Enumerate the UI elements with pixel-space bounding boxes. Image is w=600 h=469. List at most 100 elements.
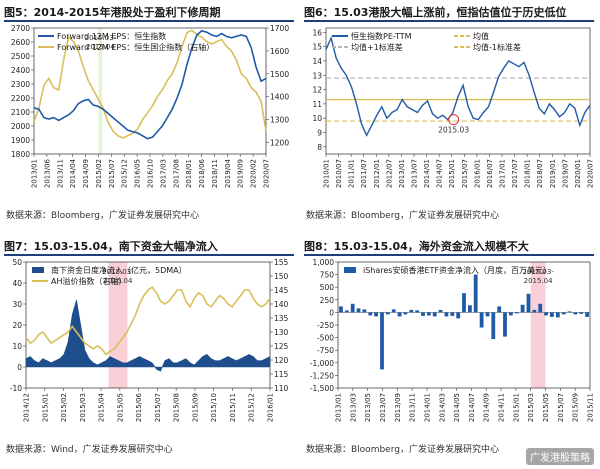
x-tick-label: 2014/07 [468,393,476,422]
bar [514,312,519,314]
x-tick-label: 2014/05 [453,393,461,422]
y-tick-label: -1,250 [310,371,334,380]
x-tick-label: 2014/09 [82,159,90,188]
x-tick-label: 2015/07 [557,393,565,422]
x-tick-label: 2011/01 [348,159,356,188]
x-tick-label: 2019/04 [224,158,232,188]
plot-frame [325,27,591,155]
y-right-tick-label: 150 [274,272,289,281]
bar [403,312,408,315]
x-tick-label: 2015/01 [448,159,456,188]
y-right-tick-label: 1700 [270,24,289,33]
bar [380,312,384,370]
y-tick-label: 2300 [11,80,30,89]
highlight-band [98,28,103,154]
x-tick-label: 2020/07 [587,159,595,188]
highlight-label: 2015.04 [103,277,132,285]
x-tick-label: 2020/02 [250,159,258,188]
highlight-band [108,262,128,388]
bar [503,312,507,337]
x-tick-label: 2013/01 [335,393,343,422]
y-tick-label: 500 [320,283,335,292]
y-tick-label: -250 [317,321,334,330]
bar [491,312,496,340]
bar [561,312,566,315]
bar [385,312,390,315]
bar [432,312,437,317]
y-tick-label: -500 [317,334,334,343]
x-tick-label: 2014/03 [438,393,446,422]
y-tick-label: 11 [312,100,322,109]
y-tick-label: 750 [320,271,335,280]
y-tick-label: 10 [312,114,322,123]
x-tick-label: 2017/03 [159,159,167,188]
x-tick-label: 2016/01 [473,159,481,188]
x-tick-label: 2015/11 [587,393,595,422]
x-tick-label: 2016/10 [147,159,155,188]
series-line-hscei [33,29,267,139]
series-line-pe [325,35,591,138]
bar [555,312,560,318]
y-tick-label: 250 [320,296,335,305]
bar [538,303,543,313]
chart-panel-southbound: 图7：15.03-15.04，南下资金大幅净流入 2015.03- 2015.04… [0,234,300,468]
bar [350,303,355,313]
bar [391,309,396,313]
x-tick-label: 2015/08 [173,393,181,422]
bar [473,274,478,313]
x-tick-label: 2014/09 [483,393,491,422]
x-tick-label: 2014/07 [436,159,444,188]
y-tick-label: 1800 [11,150,30,159]
y-right-tick-label: 120 [274,356,289,365]
y-right-tick-label: 1400 [270,93,289,102]
y-tick-label: 2400 [11,66,30,75]
x-tick-label: 2014/01 [423,159,431,188]
highlight-label: 2015.03- [102,268,134,276]
legend-entry: 恒生指数PE-TTM [351,31,412,41]
legend-swatch [32,267,44,273]
x-tick-label: 2018/07 [536,159,544,188]
x-tick-label: 2013/05 [364,393,372,422]
chart-title: 图5：2014-2015年港股处于盈利下修周期 [4,4,294,22]
y-tick-label: 30 [12,300,22,309]
x-tick-label: 2015/07 [154,393,162,422]
x-tick-label: 2014/11 [498,393,506,422]
x-tick-label: 2018/11 [211,159,219,188]
bar [509,312,513,316]
bar [544,312,548,316]
x-tick-label: 2016/07 [486,159,494,188]
x-tick-label: 2013/11 [409,393,417,422]
bar [344,310,349,313]
x-tick-label: 2013/03 [349,393,357,422]
bar [579,312,584,314]
highlight-band [530,262,546,388]
x-tick-label: 2015/03 [79,393,87,422]
y-tick-label: 16 [312,28,322,37]
watermark: 广发港股策略 [526,448,594,465]
x-tick-label: 2019/01 [549,159,557,188]
x-tick-label: 2014/12 [23,393,31,422]
x-tick-label: 2013/07 [411,159,419,188]
x-tick-label: 2013/07 [379,393,387,422]
x-tick-label: 2019/09 [237,159,245,188]
bar [450,312,455,316]
chart-panel-pe: 图6：15.03港股大幅上涨前，恒指估值位于历史低位 8 9 10 11 12 13 14 1… [300,0,600,234]
series-area-southbound [25,299,271,372]
series-line-ah-premium [25,286,271,356]
legend-entry: AH溢价指数（右轴） [51,276,127,286]
legend-entry: iShares安硕香港ETF资金净流入（月度，百万美元） [363,265,551,275]
bar [479,312,484,328]
chart-source: 数据来源：Bloomberg，广发证券发展研究中心 [306,445,499,455]
y-right-tick-label: 110 [274,384,289,393]
x-tick-label: 2015/12 [121,159,129,188]
legend-entry: 南下资金日度净流入（亿元，5DMA） [51,265,187,275]
y-tick-label: 40 [12,279,22,288]
legend-entry: 均值 [473,31,489,41]
y-right-tick-label: 1500 [270,70,289,79]
bar [532,309,537,313]
chart-title: 图6：15.03港股大幅上涨前，恒指估值位于历史低位 [304,4,594,22]
x-tick-label: 2015/07 [461,159,469,188]
y-tick-label: 50 [12,258,22,267]
y-tick-label: 2200 [11,94,30,103]
southbound-chart: 2015.03-2015.04 -10 0 10 20 30 40 50 110 115 120 12… [10,258,289,422]
